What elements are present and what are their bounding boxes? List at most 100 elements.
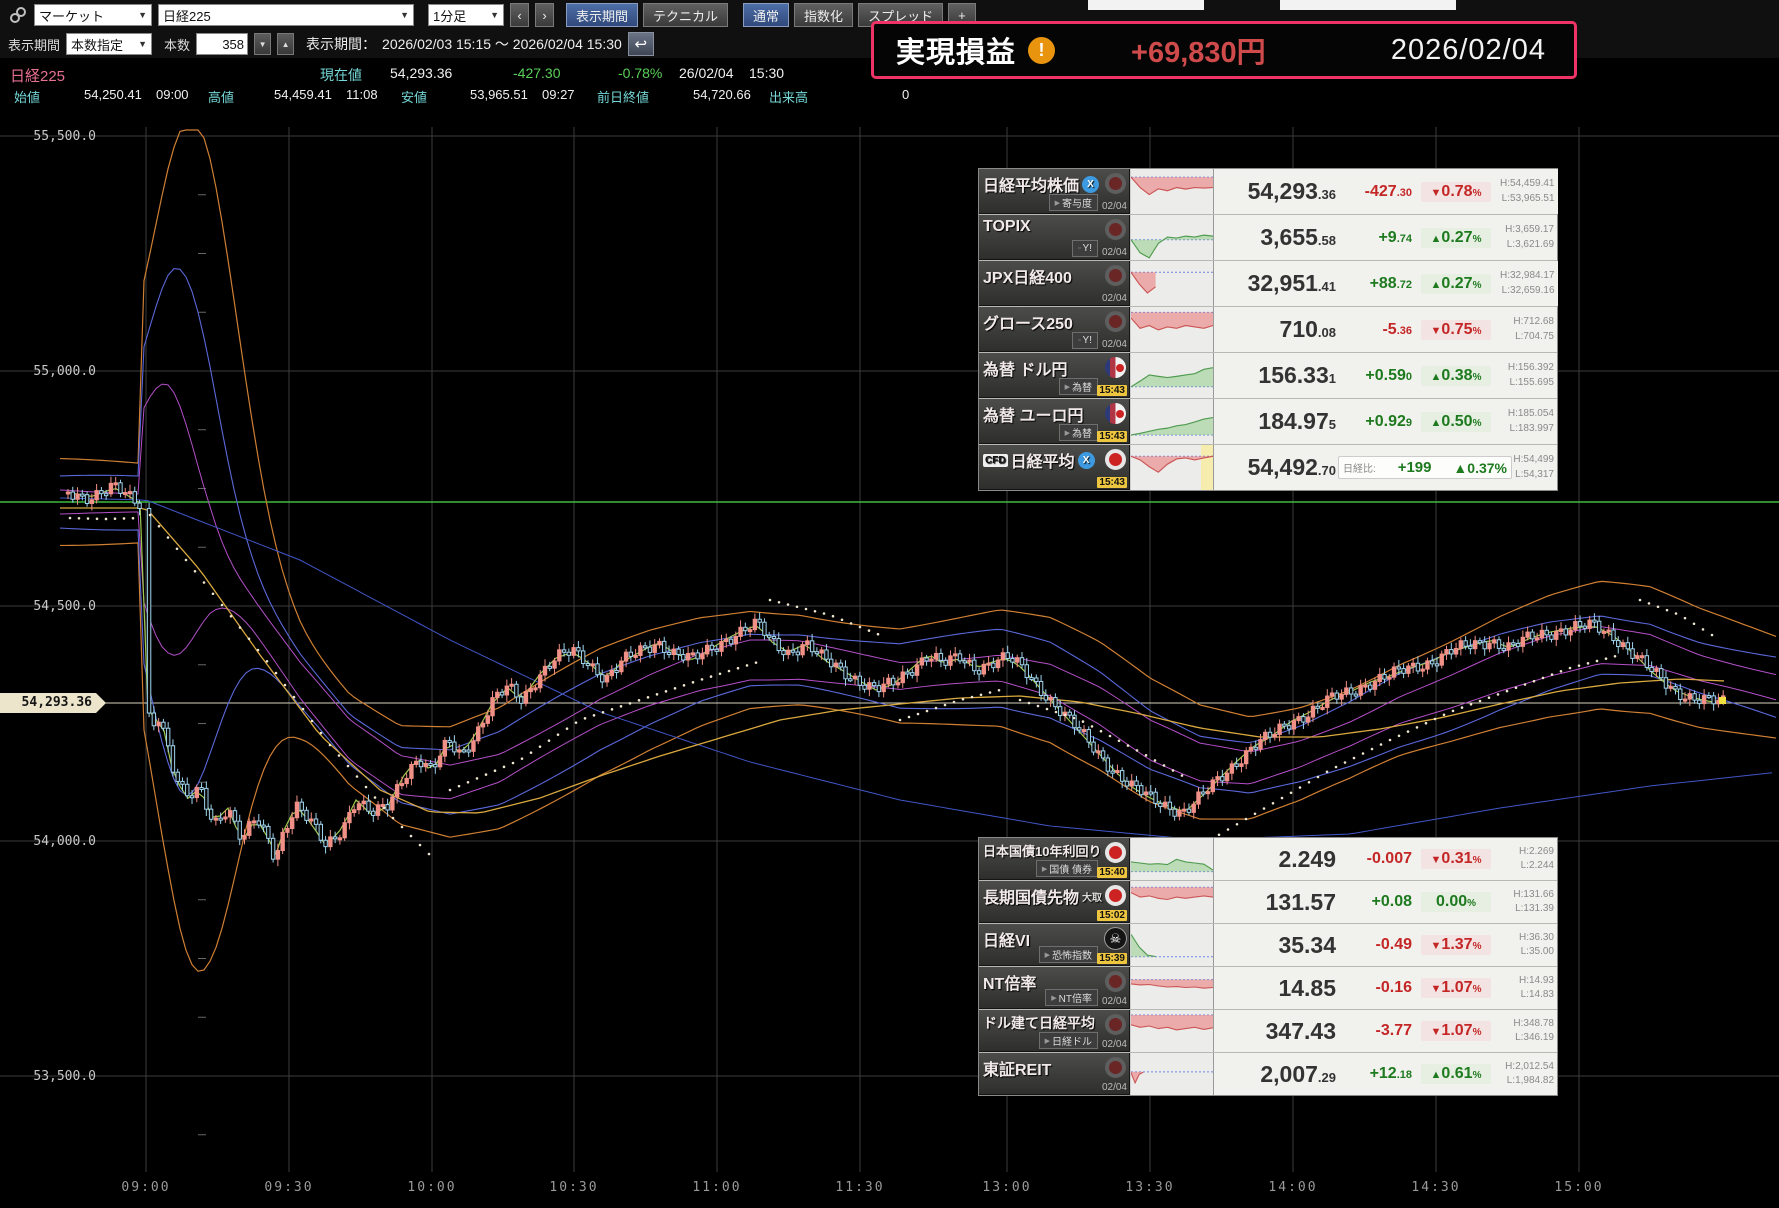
market-circle-icon[interactable] (1105, 265, 1126, 286)
sparkline-cell[interactable] (1130, 399, 1214, 444)
sar-dot (347, 765, 350, 768)
toolbar-button-0[interactable]: 表示期間 (566, 3, 638, 27)
fear-index-skull-icon[interactable]: ☠ (1105, 928, 1126, 949)
percent-change-badge: ▼1.37% (1421, 935, 1491, 955)
sparkline-cell[interactable] (1130, 881, 1214, 923)
japan-flag-icon[interactable] (1105, 885, 1126, 906)
index-row[interactable]: 為替 ユーロ円▶為替15:43184.975+0.929▲0.50%H:185.… (979, 399, 1557, 445)
index-row[interactable]: 日経平均株価X▶寄与度02/0454,293.36-427.30▼0.78%H:… (979, 169, 1557, 215)
index-row[interactable]: TOPIX▫Y!02/043,655.58+9.74▲0.27%H:3,659.… (979, 215, 1557, 261)
sparkline-cell[interactable] (1130, 967, 1214, 1009)
sparkline-cell[interactable] (1130, 261, 1214, 306)
japan-flag-icon[interactable] (1105, 449, 1126, 470)
usdjpy-flag-icon[interactable] (1105, 403, 1126, 424)
sar-dot (293, 696, 296, 699)
sar-dot (1684, 617, 1687, 620)
index-row[interactable]: CFD日経平均X15:4354,492.70日経比:+199▲0.37%H:54… (979, 445, 1557, 490)
sparkline-cell[interactable] (1130, 1010, 1214, 1052)
sar-dot (1578, 664, 1581, 667)
toolbar-button-3[interactable]: 指数化 (794, 3, 853, 27)
sar-dot (419, 844, 422, 847)
count-down-button[interactable]: ▼ (254, 33, 271, 55)
nikkei-spread-box: 日経比:+199▲0.37% (1338, 456, 1512, 479)
index-row[interactable]: 為替 ドル円▶為替15:43156.331+0.590▲0.38%H:156.3… (979, 353, 1557, 399)
sub-link-button[interactable]: ▫Y! (1072, 332, 1098, 349)
bar-count-input[interactable] (196, 33, 248, 55)
x-share-icon[interactable]: X (1078, 452, 1095, 469)
sar-dot (356, 775, 359, 778)
sub-link-button[interactable]: ▶為替 (1059, 424, 1098, 441)
sar-dot (203, 581, 206, 584)
bond-row[interactable]: NT倍率▶NT倍率02/0414.85-0.16▼1.07%H:14.93L:1… (979, 967, 1557, 1010)
chevron-down-icon: ▼ (138, 39, 147, 49)
sar-dot (575, 721, 578, 724)
toolbar-button-1[interactable]: テクニカル (643, 3, 728, 27)
instrument-name: NT倍率 (983, 970, 1036, 994)
usdjpy-flag-icon[interactable] (1105, 357, 1126, 378)
sparkline-cell[interactable] (1130, 924, 1214, 966)
japan-flag-icon[interactable] (1105, 842, 1126, 863)
sar-dot (548, 739, 551, 742)
index-row[interactable]: JPX日経40002/0432,951.41+88.72▲0.27%H:32,9… (979, 261, 1557, 307)
percent-change-badge: ▼1.07% (1421, 978, 1491, 998)
prev-button[interactable]: ‹ (510, 3, 529, 27)
y-axis-label: 55,500.0 (33, 129, 96, 144)
next-button[interactable]: › (535, 3, 554, 27)
sar-dot (266, 660, 269, 663)
index-row[interactable]: グロース250▫Y!02/04710.08-5.36▼0.75%H:712.68… (979, 307, 1557, 353)
price-change: +88.72 (1336, 275, 1412, 293)
sar-dot (683, 684, 686, 687)
toolbar-button-2[interactable]: 通常 (743, 3, 789, 27)
sparkline-cell[interactable] (1130, 169, 1214, 214)
bond-row[interactable]: ドル建て日経平均▶日経ドル02/04347.43-3.77▼1.07%H:348… (979, 1010, 1557, 1053)
sar-dot (719, 672, 722, 675)
x-share-icon[interactable]: X (1082, 176, 1099, 193)
sub-link-button[interactable]: ▶寄与度 (1049, 194, 1098, 211)
market-circle-icon[interactable] (1105, 1014, 1126, 1035)
sparkline-cell[interactable] (1130, 1053, 1214, 1095)
timeframe-dropdown[interactable]: 1分足▼ (428, 4, 504, 26)
bond-row[interactable]: 長期国債先物大取15:02131.57+0.080.00%H:131.66L:1… (979, 881, 1557, 924)
bond-row[interactable]: 日本国債10年利回り▶国債 債券15:402.249-0.007▼0.31%H:… (979, 838, 1557, 881)
reset-range-button[interactable]: ↩ (628, 32, 654, 56)
sub-link-button[interactable]: ▶為替 (1059, 378, 1098, 395)
bond-row[interactable]: 東証REIT02/042,007.29+12.18▲0.61%H:2,012.5… (979, 1053, 1557, 1095)
warning-icon[interactable]: ! (1028, 37, 1055, 64)
sparkline-cell[interactable] (1130, 307, 1214, 352)
sar-dot (1614, 655, 1617, 658)
sub-link-button[interactable]: ▶恐怖指数 (1039, 946, 1098, 963)
sparkline-cell[interactable] (1130, 445, 1214, 490)
sparkline-cell[interactable] (1130, 838, 1214, 880)
market-circle-icon[interactable] (1105, 1057, 1126, 1078)
market-circle-icon[interactable] (1105, 311, 1126, 332)
pnl-date: 2026/02/04 (1391, 34, 1546, 67)
count-up-button[interactable]: ▲ (277, 33, 294, 55)
sar-dot (805, 608, 808, 611)
sub-link-button[interactable]: ▶日経ドル (1039, 1032, 1098, 1049)
sub-link-button[interactable]: ▫Y! (1072, 240, 1098, 257)
market-dropdown[interactable]: マーケット▼ (34, 4, 152, 26)
bond-row[interactable]: 日経VI▶恐怖指数15:39☠35.34-0.49▼1.37%H:36.30L:… (979, 924, 1557, 967)
sar-dot (132, 517, 135, 520)
market-circle-icon[interactable] (1105, 173, 1126, 194)
link-icon[interactable] (8, 5, 28, 25)
sar-dot (248, 637, 251, 640)
period-mode-dropdown[interactable]: 本数指定▼ (66, 33, 152, 55)
high-low-values: H:54,459.41L:53,965.51 (1500, 177, 1558, 206)
sar-dot (1407, 730, 1410, 733)
market-circle-icon[interactable] (1105, 971, 1126, 992)
sar-dot (239, 626, 242, 629)
sparkline-cell[interactable] (1130, 353, 1214, 398)
sar-dot (1172, 769, 1175, 772)
sar-dot (1569, 667, 1572, 670)
sar-dot (123, 517, 126, 520)
market-circle-icon[interactable] (1105, 219, 1126, 240)
sparkline-cell[interactable] (1130, 215, 1214, 260)
sar-dot (899, 719, 902, 722)
sar-dot (656, 693, 659, 696)
sar-dot (980, 693, 983, 696)
sub-link-button[interactable]: ▶国債 債券 (1036, 860, 1098, 877)
symbol-dropdown[interactable]: 日経225▼ (158, 4, 414, 26)
sub-link-button[interactable]: ▶NT倍率 (1045, 989, 1098, 1006)
price-change: -427.30 (1336, 183, 1412, 201)
